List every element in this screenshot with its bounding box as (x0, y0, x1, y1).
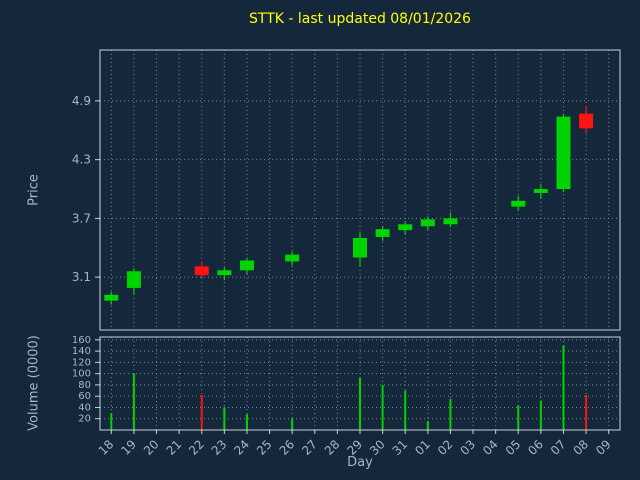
candle-body-29 (353, 237, 367, 258)
volume-bar-29 (359, 378, 361, 430)
price-tick-label: 3.1 (72, 270, 91, 284)
volume-tick-label: 80 (78, 380, 91, 391)
candle-body-08 (579, 113, 594, 129)
candle-body-02 (443, 218, 458, 225)
candle-body-01 (420, 219, 435, 227)
candle-body-31 (398, 224, 413, 231)
candle-body-24 (239, 260, 254, 271)
candle-body-26 (285, 254, 300, 262)
candle-body-22 (194, 266, 209, 276)
candle-body-18 (104, 294, 119, 301)
price-axis-label: Price (26, 174, 42, 206)
candle-body-07 (556, 116, 571, 190)
volume-bar-22 (200, 395, 203, 430)
volume-bar-02 (449, 399, 452, 430)
candle-body-30 (375, 229, 390, 237)
candle-body-19 (126, 271, 141, 288)
volume-tick-label: 60 (78, 391, 91, 402)
x-axis-label: Day (347, 455, 373, 470)
candle-body-23 (217, 270, 232, 276)
volume-bar-24 (245, 414, 248, 430)
volume-bar-23 (223, 407, 226, 430)
volume-bar-26 (291, 418, 294, 430)
volume-tick-label: 100 (72, 369, 91, 380)
price-tick-label: 4.3 (72, 153, 91, 167)
candle-body-05 (511, 200, 526, 207)
volume-tick-label: 40 (78, 402, 91, 413)
volume-bar-19 (132, 373, 135, 430)
volume-bar-31 (404, 390, 407, 430)
volume-bar-01 (426, 420, 429, 430)
volume-plot-frame (99, 336, 621, 431)
price-tick-label: 4.9 (72, 94, 91, 108)
volume-bar-07 (562, 345, 565, 430)
volume-bar-30 (381, 384, 384, 430)
volume-tick-label: 20 (78, 414, 91, 425)
price-plot-frame (99, 49, 621, 331)
volume-bar-05 (517, 405, 520, 430)
volume-bar-06 (539, 400, 542, 430)
volume-bar-08 (585, 395, 588, 430)
volume-tick-label: 160 (72, 335, 91, 346)
volume-tick-label: 140 (72, 346, 91, 357)
price-tick-label: 3.7 (72, 211, 91, 225)
volume-bar-18 (110, 413, 113, 430)
volume-tick-label: 120 (72, 357, 91, 368)
candle-body-06 (533, 189, 548, 193)
volume-axis-label: Volume (0000) (26, 335, 42, 431)
chart-title: STTK - last updated 08/01/2026 (249, 11, 471, 27)
